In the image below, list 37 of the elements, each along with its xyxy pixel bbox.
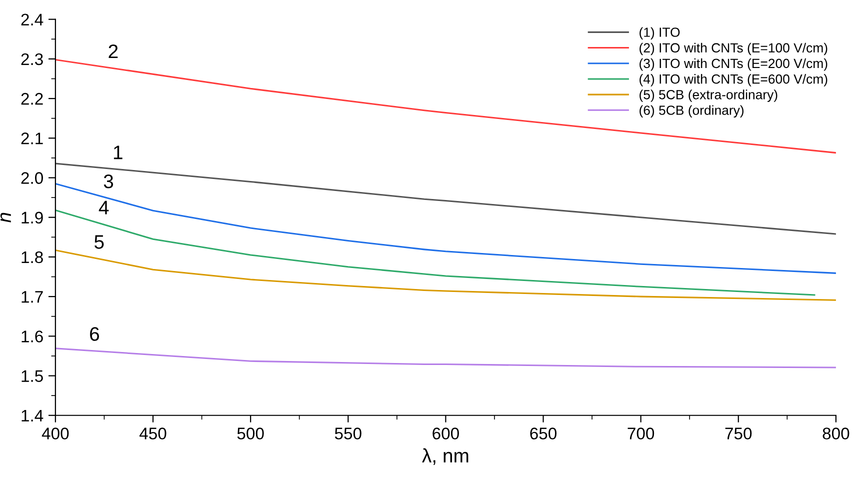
annotation: 2 bbox=[108, 44, 118, 58]
y-axis-title: n bbox=[0, 212, 11, 222]
y-tick-label: 1.7 bbox=[22, 291, 43, 303]
x-tick-label: 400 bbox=[42, 428, 69, 440]
line-series bbox=[55, 162, 836, 235]
x-tick-label: 800 bbox=[822, 428, 850, 440]
y-tick-label: 1.5 bbox=[22, 370, 43, 382]
x-tick-label: 750 bbox=[725, 428, 752, 440]
legend-label: (3) ITO with CNTs (E=200 V/cm) bbox=[640, 58, 828, 71]
legend-label: (2) ITO with CNTs (E=100 V/cm) bbox=[640, 42, 828, 56]
legend-label: (4) ITO with CNTs (E=600 V/cm) bbox=[640, 74, 828, 86]
x-tick-label: 700 bbox=[628, 428, 654, 440]
y-tick-label: 1.9 bbox=[22, 212, 43, 224]
x-tick-label: 550 bbox=[334, 428, 362, 440]
y-tick-label: 2.3 bbox=[21, 53, 43, 66]
annotation: 1 bbox=[114, 146, 122, 160]
legend-label: (1) ITO bbox=[640, 27, 680, 40]
annotation: 6 bbox=[90, 327, 100, 341]
x-tick-label: 450 bbox=[139, 428, 166, 440]
line-series bbox=[55, 249, 836, 301]
annotation: 5 bbox=[94, 235, 104, 249]
annotation: 3 bbox=[104, 174, 114, 188]
y-tick-label: 2.4 bbox=[21, 14, 44, 26]
y-tick-label: 1.6 bbox=[22, 330, 43, 342]
y-tick-label: 1.8 bbox=[22, 251, 43, 264]
x-axis-title: λ, nm bbox=[422, 448, 468, 465]
x-tick-label: 600 bbox=[432, 428, 459, 440]
x-tick-label: 500 bbox=[237, 428, 264, 440]
legend-label: (5) 5CB (extra-ordinary) bbox=[640, 90, 778, 102]
x-tick-label: 650 bbox=[530, 428, 557, 440]
y-tick-label: 1.4 bbox=[22, 410, 44, 422]
y-tick-label: 2.1 bbox=[21, 132, 43, 144]
y-tick-label: 2.0 bbox=[21, 172, 43, 184]
line-series bbox=[55, 348, 836, 368]
legend-label: (6) 5CB (ordinary) bbox=[640, 105, 744, 118]
y-tick-label: 2.2 bbox=[21, 92, 43, 105]
annotation: 4 bbox=[98, 200, 109, 214]
